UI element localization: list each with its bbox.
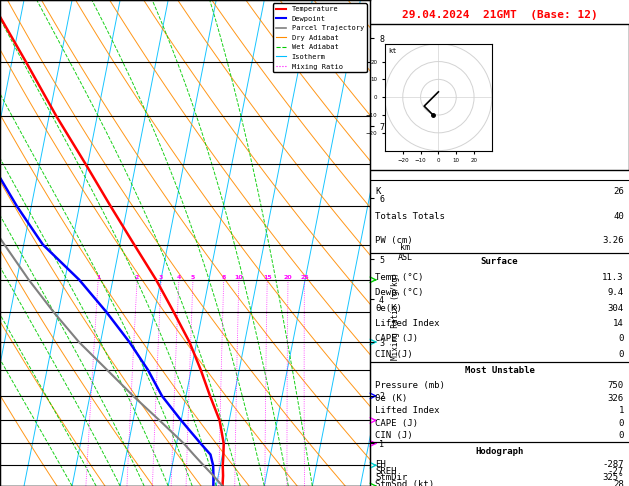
Text: Hodograph: Hodograph xyxy=(476,448,524,456)
Text: EH: EH xyxy=(375,460,386,469)
Text: Lifted Index: Lifted Index xyxy=(375,319,440,328)
Text: PW (cm): PW (cm) xyxy=(375,236,413,245)
Text: 326: 326 xyxy=(608,394,624,402)
Text: 325°: 325° xyxy=(603,473,624,483)
Text: Dewp (°C): Dewp (°C) xyxy=(375,288,423,297)
Text: 1: 1 xyxy=(96,275,101,280)
Text: 25: 25 xyxy=(300,275,309,280)
Text: 26: 26 xyxy=(613,188,624,196)
Text: 14: 14 xyxy=(613,319,624,328)
Text: Mixing Ratio (g/kg): Mixing Ratio (g/kg) xyxy=(391,272,401,360)
Text: θe (K): θe (K) xyxy=(375,394,408,402)
Text: 3: 3 xyxy=(159,275,164,280)
Text: -27: -27 xyxy=(608,467,624,476)
Text: 1: 1 xyxy=(618,406,624,415)
Text: Most Unstable: Most Unstable xyxy=(465,366,535,375)
Text: 0: 0 xyxy=(618,419,624,428)
Text: 29.04.2024  21GMT  (Base: 12): 29.04.2024 21GMT (Base: 12) xyxy=(402,10,598,20)
Text: 2: 2 xyxy=(135,275,139,280)
Text: CAPE (J): CAPE (J) xyxy=(375,334,418,344)
Text: 750: 750 xyxy=(608,381,624,390)
Text: kt: kt xyxy=(389,48,397,53)
Text: K: K xyxy=(375,188,381,196)
Text: 0: 0 xyxy=(618,350,624,359)
Text: StmDir: StmDir xyxy=(375,473,408,483)
Text: 28: 28 xyxy=(613,480,624,486)
FancyBboxPatch shape xyxy=(370,24,629,170)
Y-axis label: km
ASL: km ASL xyxy=(398,243,413,262)
Text: Surface: Surface xyxy=(481,257,518,266)
Text: 10: 10 xyxy=(235,275,243,280)
Text: -287: -287 xyxy=(603,460,624,469)
Text: 5: 5 xyxy=(191,275,195,280)
Text: 9.4: 9.4 xyxy=(608,288,624,297)
Text: 3.26: 3.26 xyxy=(603,236,624,245)
Text: 0: 0 xyxy=(618,432,624,440)
Text: 15: 15 xyxy=(263,275,272,280)
Text: 8: 8 xyxy=(221,275,226,280)
Text: 11.3: 11.3 xyxy=(603,273,624,282)
Text: SREH: SREH xyxy=(375,467,397,476)
Text: 40: 40 xyxy=(613,212,624,221)
Text: CIN (J): CIN (J) xyxy=(375,432,413,440)
Text: 4: 4 xyxy=(177,275,181,280)
Text: 20: 20 xyxy=(284,275,292,280)
Text: CIN (J): CIN (J) xyxy=(375,350,413,359)
Text: 304: 304 xyxy=(608,304,624,312)
Text: StmSpd (kt): StmSpd (kt) xyxy=(375,480,434,486)
Text: Lifted Index: Lifted Index xyxy=(375,406,440,415)
Text: Temp (°C): Temp (°C) xyxy=(375,273,423,282)
Text: 0: 0 xyxy=(618,334,624,344)
Text: CAPE (J): CAPE (J) xyxy=(375,419,418,428)
Text: Totals Totals: Totals Totals xyxy=(375,212,445,221)
Text: θe(K): θe(K) xyxy=(375,304,402,312)
Text: Pressure (mb): Pressure (mb) xyxy=(375,381,445,390)
Legend: Temperature, Dewpoint, Parcel Trajectory, Dry Adiabat, Wet Adiabat, Isotherm, Mi: Temperature, Dewpoint, Parcel Trajectory… xyxy=(273,3,367,72)
